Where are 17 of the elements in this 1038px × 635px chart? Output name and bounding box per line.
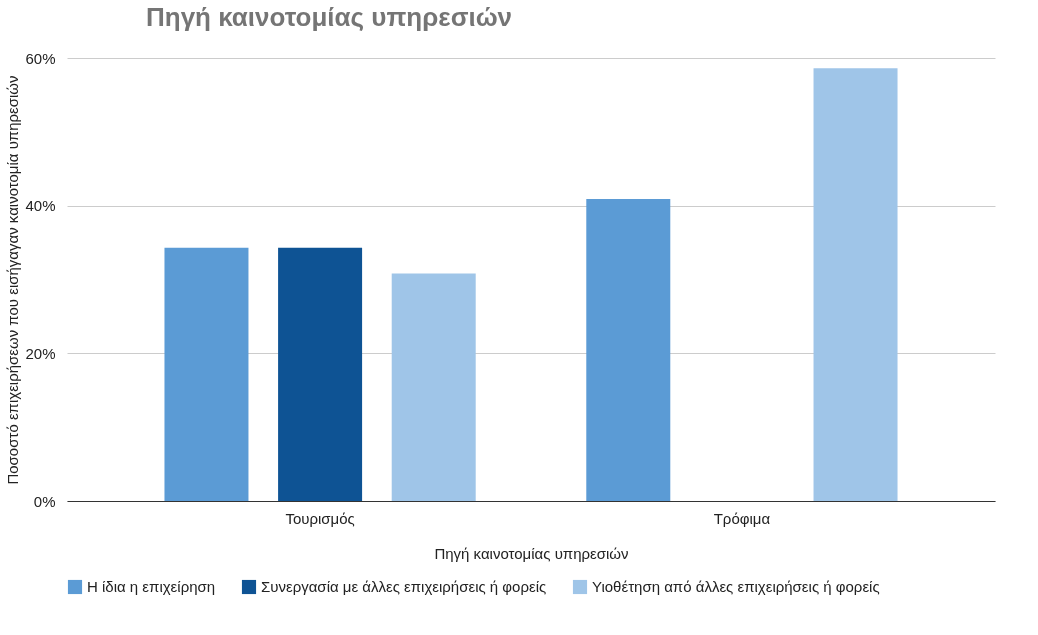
bar <box>586 199 671 501</box>
legend-label: Συνεργασία με άλλες επιχειρήσεις ή φορείς <box>261 578 547 595</box>
y-tick-label: 20% <box>25 344 56 362</box>
x-tick-label: Τρόφιμα <box>713 509 771 527</box>
y-tick-label: 0% <box>33 492 56 510</box>
y-tick-label: 60% <box>25 49 56 67</box>
chart-title: Πηγή καινοτομίας υπηρεσιών <box>145 2 513 32</box>
bar <box>391 273 476 501</box>
legend-label: Η ίδια η επιχείρηση <box>87 578 216 595</box>
x-tick-label: Τουρισμός <box>285 509 355 527</box>
y-axis-title: Ποσοστό επιχειρήσεων που εισήγαγαν καινοτομία υπηρεσιών <box>4 75 22 485</box>
x-axis-title: Πηγή καινοτομίας υπηρεσιών <box>434 544 629 562</box>
bar <box>164 247 249 501</box>
legend-label: Υιοθέτηση από άλλες επιχειρήσεις ή φορείς <box>592 578 880 595</box>
y-tick-label: 40% <box>25 197 56 215</box>
bar <box>813 68 898 501</box>
bar <box>278 247 363 501</box>
